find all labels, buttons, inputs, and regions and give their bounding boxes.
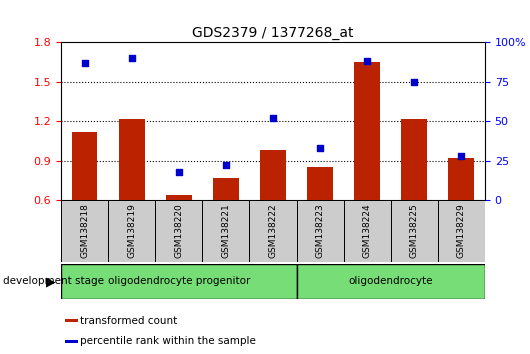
Text: percentile rank within the sample: percentile rank within the sample — [81, 336, 257, 346]
Text: oligodendrocyte: oligodendrocyte — [349, 276, 433, 286]
Text: transformed count: transformed count — [81, 316, 178, 326]
Bar — [213, 178, 239, 200]
Point — [269, 115, 277, 121]
Point — [80, 60, 89, 66]
Text: development stage: development stage — [3, 276, 104, 286]
Bar — [155, 200, 202, 262]
Text: GSM138219: GSM138219 — [127, 204, 136, 258]
Bar — [250, 200, 296, 262]
Text: GSM138223: GSM138223 — [315, 204, 324, 258]
Bar — [438, 200, 485, 262]
Point — [457, 153, 466, 159]
Bar — [354, 62, 380, 200]
Bar — [343, 200, 391, 262]
Point — [174, 169, 183, 175]
Point — [363, 58, 372, 64]
Text: GSM138222: GSM138222 — [269, 204, 277, 258]
Bar — [166, 195, 192, 200]
Text: GSM138221: GSM138221 — [222, 204, 231, 258]
Bar — [307, 167, 333, 200]
Text: oligodendrocyte progenitor: oligodendrocyte progenitor — [108, 276, 250, 286]
Bar — [61, 264, 296, 299]
Point — [410, 79, 419, 85]
Bar — [401, 119, 427, 200]
Bar — [391, 200, 438, 262]
Bar — [119, 119, 145, 200]
Text: GSM138220: GSM138220 — [174, 204, 183, 258]
Bar — [65, 319, 78, 322]
Text: GSM138218: GSM138218 — [80, 204, 89, 258]
Bar — [448, 158, 474, 200]
Bar — [108, 200, 155, 262]
Bar — [296, 264, 485, 299]
Text: ▶: ▶ — [46, 275, 56, 288]
Text: GSM138229: GSM138229 — [457, 204, 466, 258]
Point — [222, 162, 230, 168]
Point — [316, 145, 324, 151]
Text: GSM138225: GSM138225 — [410, 204, 419, 258]
Text: GSM138224: GSM138224 — [363, 204, 372, 258]
Title: GDS2379 / 1377268_at: GDS2379 / 1377268_at — [192, 26, 354, 40]
Bar — [260, 150, 286, 200]
Bar — [72, 132, 98, 200]
Point — [127, 55, 136, 61]
Bar — [296, 200, 343, 262]
Bar — [65, 339, 78, 343]
Bar — [202, 200, 250, 262]
Bar — [61, 200, 108, 262]
